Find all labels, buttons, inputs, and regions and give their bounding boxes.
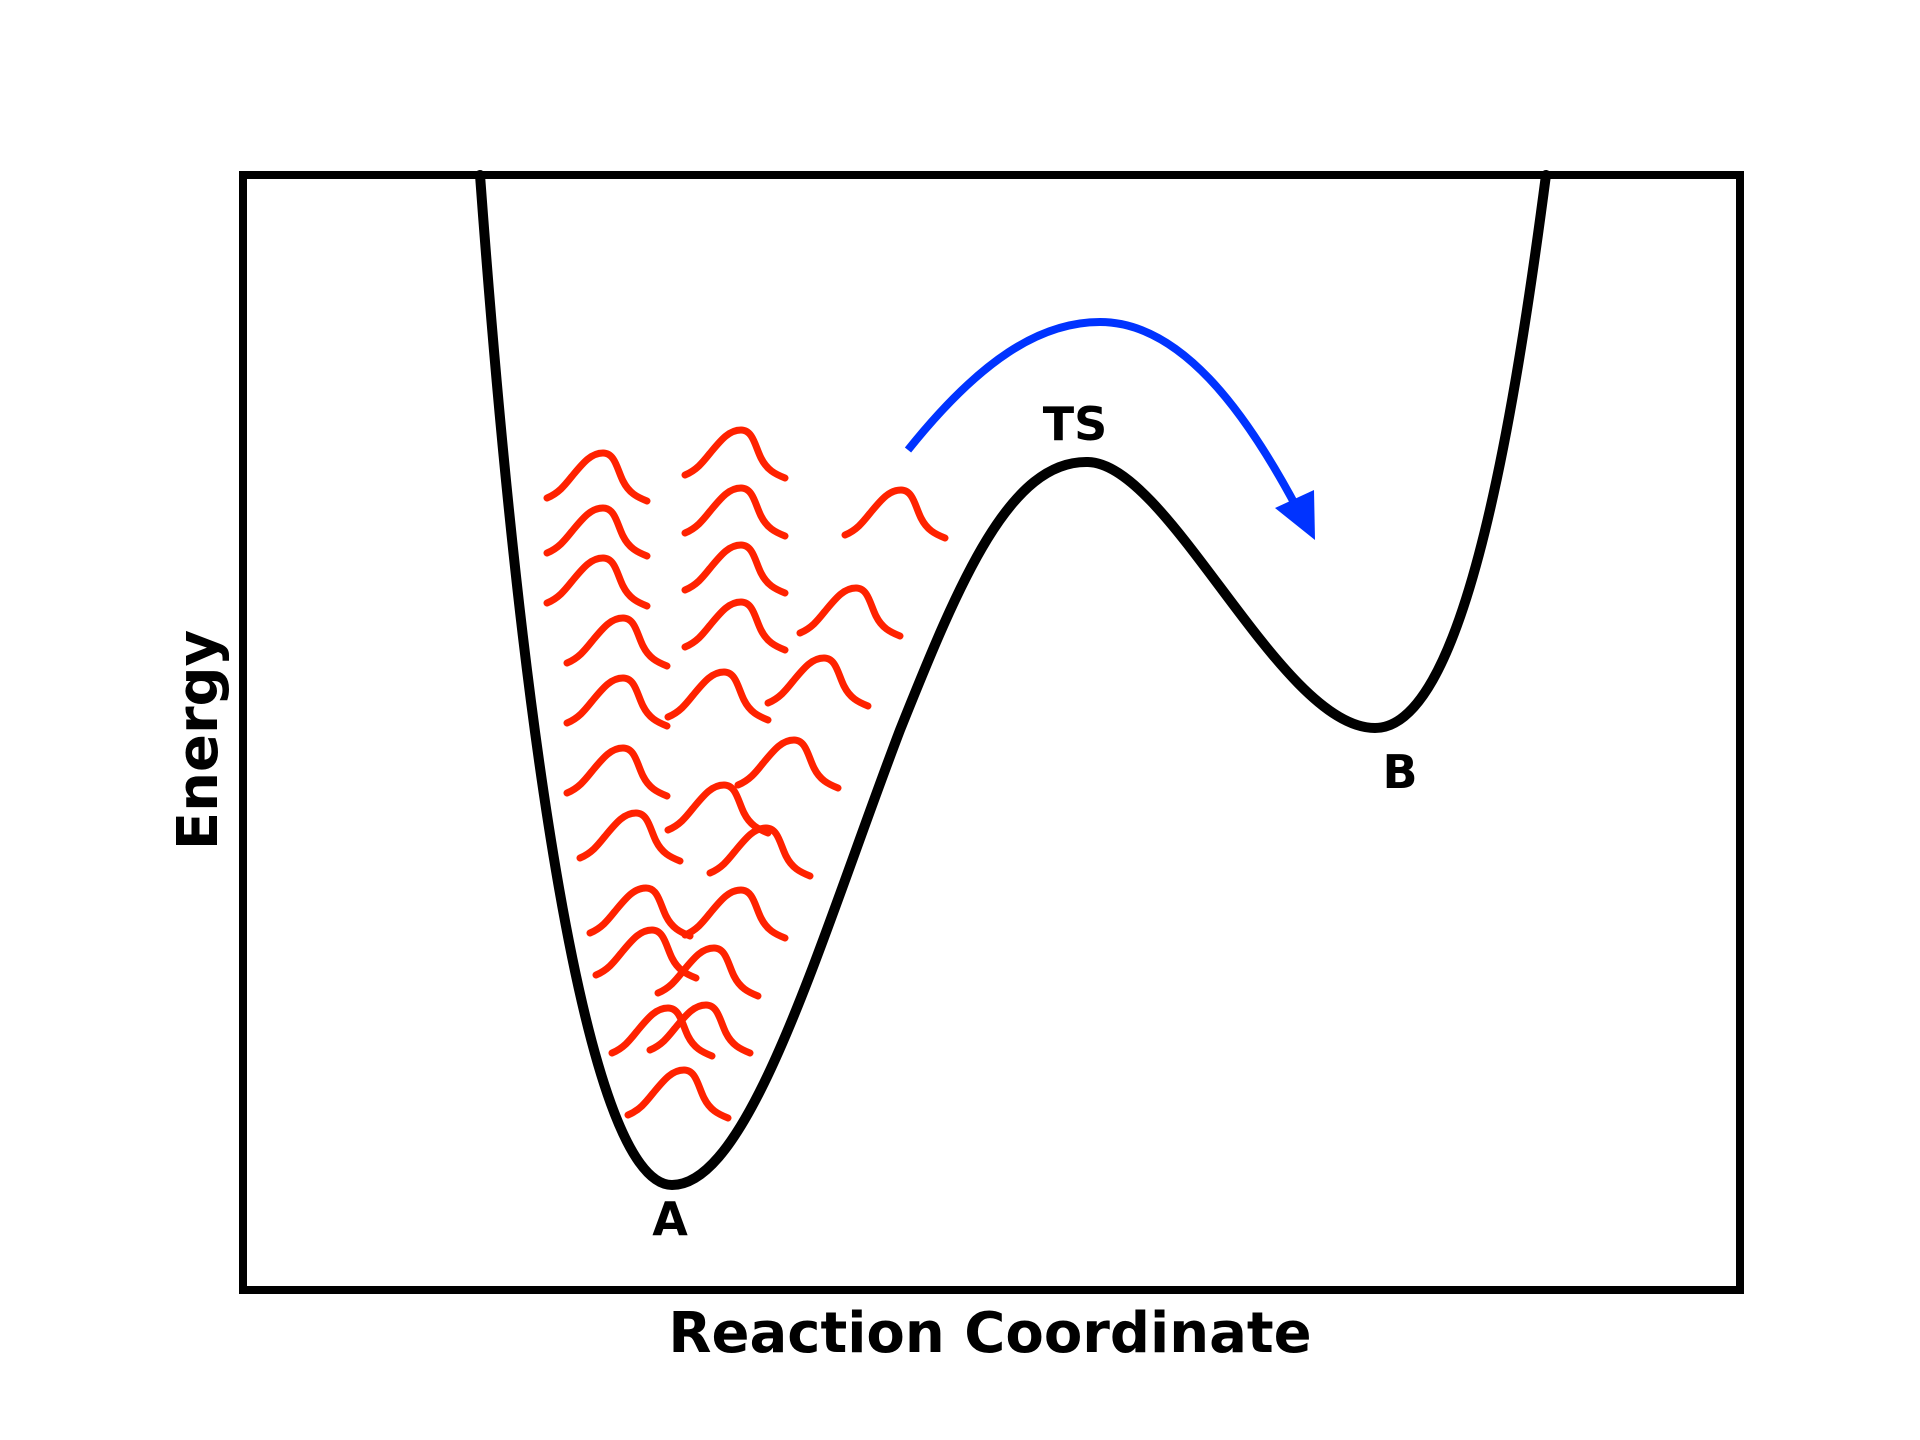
label-reactant: A: [652, 1192, 688, 1246]
curved-arrow-icon: [904, 317, 1315, 540]
wave-packet-icon: [710, 828, 810, 876]
y-axis-label: Energy: [166, 630, 231, 850]
wave-packet-icon: [567, 618, 667, 666]
wave-packet-icon: [628, 1070, 728, 1118]
wave-packet-icon: [580, 813, 680, 861]
wave-packet-icon: [685, 545, 785, 593]
wave-packet-icon: [668, 785, 768, 833]
wave-packet-icon: [845, 490, 945, 538]
wave-packet-icon: [547, 558, 647, 606]
label-transition-state: TS: [1043, 397, 1108, 451]
wave-packet-icon: [800, 588, 900, 636]
wave-packet-icon: [567, 748, 667, 796]
wave-packet-icon: [685, 890, 785, 938]
wave-packet-icon: [685, 602, 785, 650]
wave-packet-icon: [547, 508, 647, 556]
plot-frame: [239, 171, 1744, 1294]
wave-packet-icon: [768, 658, 868, 706]
wave-packet-icon: [567, 678, 667, 726]
wave-packet-icon: [547, 453, 647, 501]
potential-energy-curve: [475, 170, 1551, 1190]
wave-packet-icon: [590, 888, 690, 936]
x-axis-label: Reaction Coordinate: [668, 1301, 1311, 1366]
wave-packet-icon: [612, 1008, 712, 1056]
label-product: B: [1382, 745, 1417, 799]
wave-packet-icon: [685, 430, 785, 478]
wave-packet-icon: [685, 488, 785, 536]
wave-packet-icon: [668, 672, 768, 720]
wave-packet-icon: [738, 740, 838, 788]
